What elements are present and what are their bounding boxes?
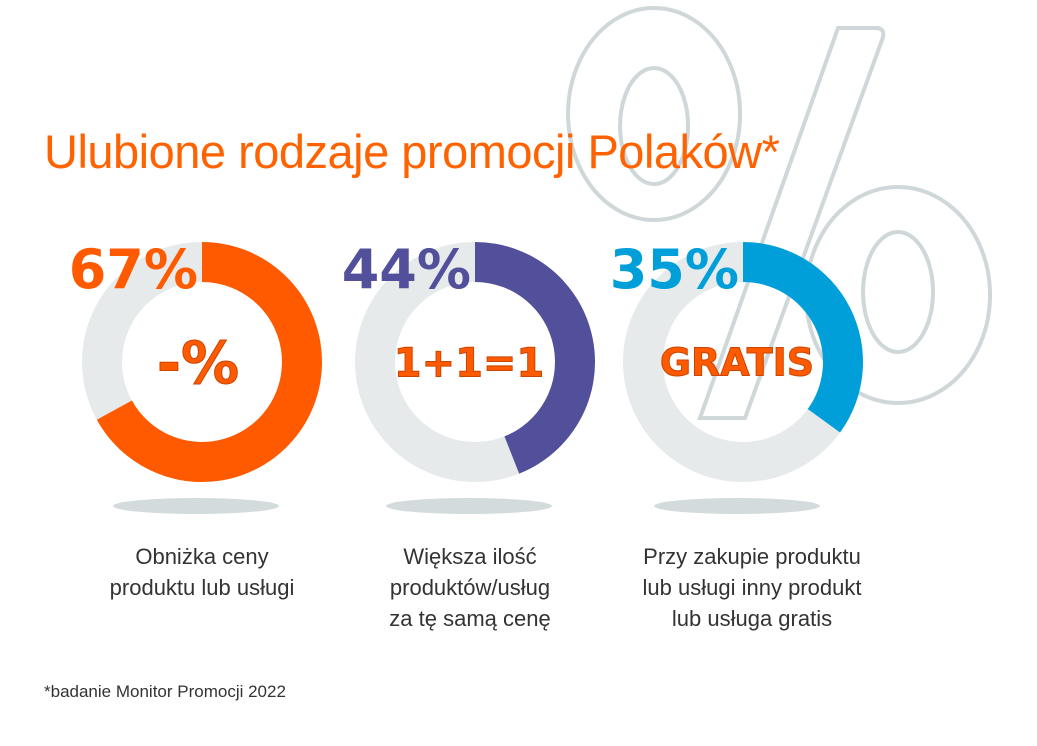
label-line: Obniżka ceny [135, 544, 269, 569]
donut-segment [743, 242, 863, 433]
center-icon-text: -% [157, 329, 239, 397]
donut-segment [475, 242, 595, 474]
label-line: za tę samą cenę [389, 606, 551, 631]
page-title: Ulubione rodzaje promocji Polaków* [44, 125, 780, 178]
center-icon-text: 1+1=1 [394, 340, 545, 386]
label-line: Większa ilość [403, 544, 537, 569]
value-label: 67% [69, 238, 198, 301]
donut-shadow [386, 498, 552, 514]
donut-shadow [113, 498, 279, 514]
label-line: produktów/usług [389, 575, 551, 600]
value-label: 35% [610, 238, 739, 301]
label-line: lub usługi inny produkt [642, 575, 862, 600]
label-0: Obniżka ceny produktu lub usługi [62, 541, 342, 603]
value-label: 44% [342, 238, 471, 301]
center-icon-text: GRATIS [660, 341, 814, 385]
label-1: Większa ilość produktów/usług za tę samą… [330, 541, 610, 634]
label-line: Przy zakupie produktu [643, 544, 861, 569]
donut-shadow [654, 498, 820, 514]
donut-segment [96, 242, 322, 483]
label-line: produktu lub usługi [109, 575, 295, 600]
footnote: *badanie Monitor Promocji 2022 [44, 682, 286, 701]
label-2: Przy zakupie produktu lub usługi inny pr… [612, 541, 892, 634]
label-line: lub usługa gratis [671, 606, 833, 631]
